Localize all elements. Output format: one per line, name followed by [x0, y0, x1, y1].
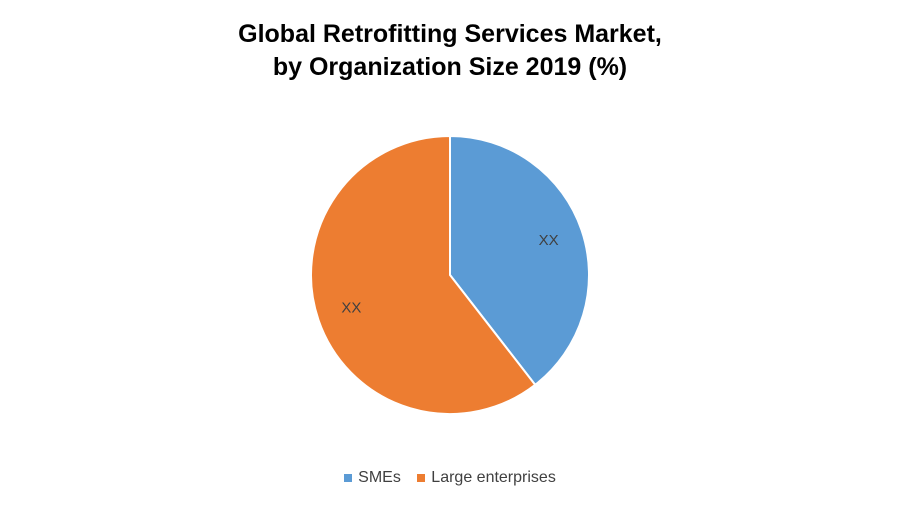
legend-label-smes: SMEs	[358, 469, 401, 486]
pie-label-smes: XX	[539, 232, 559, 249]
legend-swatch-large-enterprises	[417, 474, 426, 482]
pie-slice-large-enterprises	[310, 134, 537, 415]
legend-swatch-smes	[344, 474, 353, 482]
pie-slice-smes	[449, 134, 590, 387]
chart-title-line-2: by Organization Size 2019 (%)	[272, 53, 628, 81]
chart-title-line-1: Global Retrofitting Services Market,	[238, 20, 662, 48]
chart-title: Global Retrofitting Services Market, by …	[0, 18, 900, 84]
legend-item-large-enterprises: Large enterprises	[417, 469, 556, 487]
legend-label-large-enterprises: Large enterprises	[431, 469, 556, 486]
chart-legend: SMEs Large enterprises	[0, 469, 900, 487]
pie-label-large-enterprises: XX	[341, 300, 361, 317]
legend-item-smes: SMEs	[344, 469, 401, 487]
